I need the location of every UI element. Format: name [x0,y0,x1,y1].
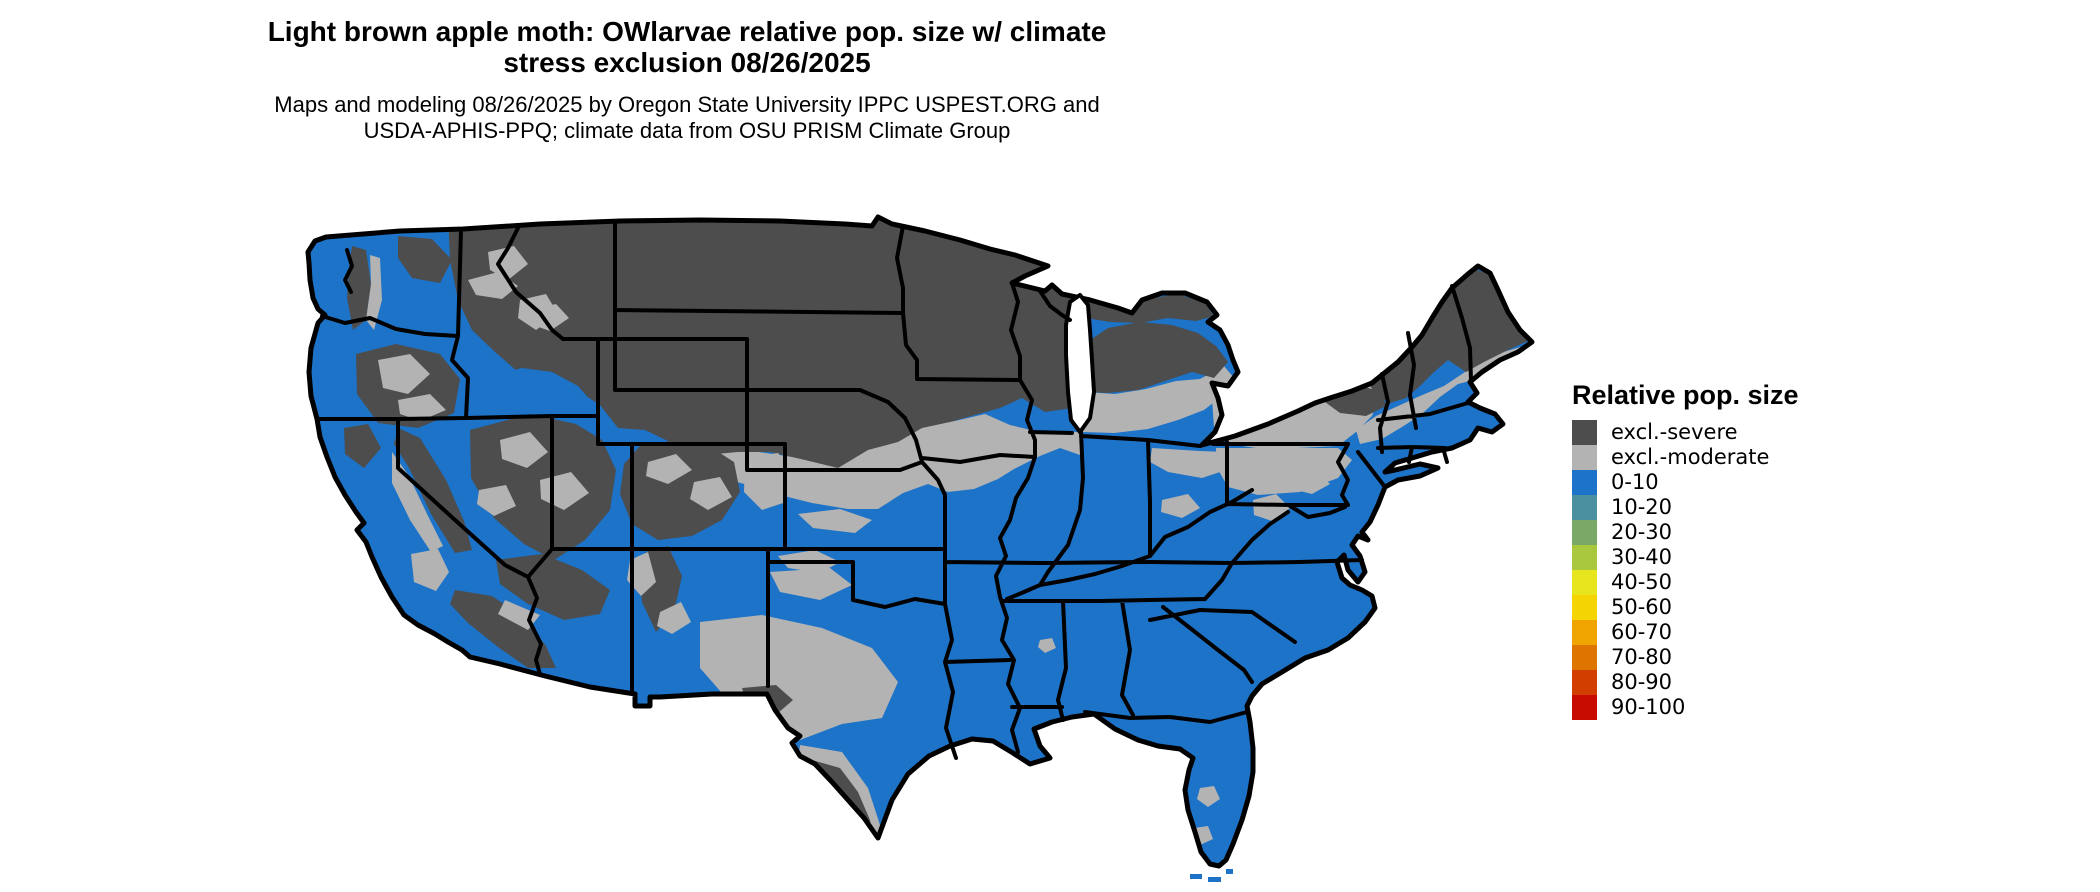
legend-item: 10-20 [1572,495,1832,520]
map-legend: Relative pop. size excl.-severe excl.-mo… [1572,380,1832,720]
legend-label: 90-100 [1611,695,1686,719]
legend-swatch [1572,520,1597,545]
great-lakes [1064,293,1096,434]
legend-label: 60-70 [1611,620,1673,644]
legend-item: 70-80 [1572,645,1832,670]
legend-item: 80-90 [1572,670,1832,695]
fill-class-excl-severe [344,217,1530,842]
legend-swatch [1572,670,1597,695]
legend-swatch [1572,695,1597,720]
legend-item: 30-40 [1572,545,1832,570]
legend-swatch [1572,645,1597,670]
legend-swatch [1572,545,1597,570]
legend-item: 40-50 [1572,570,1832,595]
legend-label: excl.-severe [1611,420,1738,444]
legend-swatch [1572,570,1597,595]
figure-subtitle-line2: USDA-APHIS-PPQ; climate data from OSU PR… [363,118,1011,143]
figure-subtitle-line1: Maps and modeling 08/26/2025 by Oregon S… [274,92,1100,117]
lake-michigan [1064,293,1096,434]
figure-title-line2: stress exclusion 08/26/2025 [503,47,871,78]
figure-title-line1: Light brown apple moth: OWlarvae relativ… [267,16,1107,47]
legend-rows: excl.-severe excl.-moderate 0-10 10-20 2… [1572,420,1832,720]
legend-item: excl.-moderate [1572,445,1832,470]
legend-swatch [1572,495,1597,520]
fill-snake-plain [460,368,592,413]
legend-item: 50-60 [1572,595,1832,620]
legend-label: 50-60 [1611,595,1673,619]
state-borders [315,219,1473,760]
legend-swatch [1572,595,1597,620]
legend-label: 70-80 [1611,645,1673,669]
legend-label: 80-90 [1611,670,1673,694]
legend-item: 0-10 [1572,470,1832,495]
legend-item: 20-30 [1572,520,1832,545]
legend-swatch [1572,620,1597,645]
figure-subtitle: Maps and modeling 08/26/2025 by Oregon S… [0,92,1374,144]
legend-item: 90-100 [1572,695,1832,720]
legend-swatch [1572,445,1597,470]
legend-swatch [1572,420,1597,445]
legend-swatch [1572,470,1597,495]
legend-label: 20-30 [1611,520,1673,544]
florida-keys [1190,869,1233,882]
legend-item: 60-70 [1572,620,1832,645]
legend-label: excl.-moderate [1611,445,1770,469]
legend-title: Relative pop. size [1572,380,1799,410]
legend-label: 40-50 [1611,570,1673,594]
figure-title: Light brown apple moth: OWlarvae relativ… [0,16,1374,78]
legend-item: excl.-severe [1572,420,1832,445]
legend-label: 0-10 [1611,470,1659,494]
legend-label: 30-40 [1611,545,1673,569]
legend-label: 10-20 [1611,495,1673,519]
